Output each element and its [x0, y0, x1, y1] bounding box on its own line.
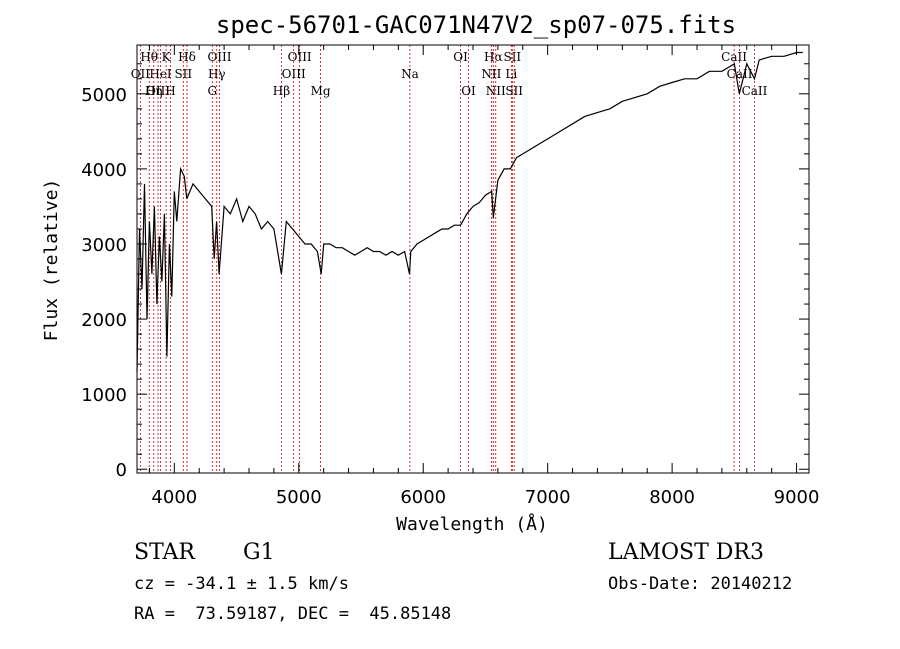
- chart-title: spec-56701-GAC071N47V2_sp07-075.fits: [216, 11, 736, 39]
- x-tick-label-3: 7000: [525, 487, 571, 508]
- x-tick-label-0: 4000: [151, 487, 197, 508]
- line-marker-label-5: Hη: [145, 84, 163, 98]
- line-marker-label-27: CaII: [742, 84, 768, 98]
- x-tick-label-1: 5000: [276, 487, 322, 508]
- y-tick-label-1: 1000: [81, 385, 127, 406]
- spectrum-series: [136, 51, 803, 372]
- line-marker-label-7: SII: [174, 67, 192, 81]
- line-marker-label-24: SII: [505, 84, 523, 98]
- line-marker-label-15: Mg: [311, 84, 331, 98]
- y-tick-label-3: 3000: [81, 235, 127, 256]
- line-marker-label-17: OI: [453, 50, 468, 64]
- spectral-line-markers: Hθ OII OIII HeI K Hη H SII Hδ OIII Hγ G Hβ OIII OIII Mg…: [131, 45, 768, 473]
- line-marker-label-9: OIII: [207, 50, 231, 64]
- line-marker-label-3: HeI: [149, 67, 172, 81]
- line-marker-label-4: K: [162, 50, 172, 64]
- survey-name: LAMOST DR3: [608, 540, 764, 565]
- x-tick-label-2: 6000: [400, 487, 446, 508]
- plot-frame: [136, 44, 810, 474]
- x-axis-label: Wavelength (Å): [396, 513, 548, 535]
- line-marker-label-18: OI: [461, 84, 476, 98]
- line-marker-label-22: SII: [503, 50, 521, 64]
- line-marker-label-6: H: [165, 84, 175, 98]
- line-marker-label-21: NII: [486, 84, 506, 98]
- line-marker-label-13: OIII: [288, 50, 312, 64]
- object-subclass: G1: [243, 540, 275, 565]
- line-marker-label-1: OII: [131, 67, 151, 81]
- object-type: STAR: [134, 540, 195, 565]
- y-tick-label-0: 0: [116, 460, 127, 481]
- redshift-readout: cz = -34.1 ± 1.5 km/s: [134, 574, 349, 594]
- line-marker-label-20: NII: [481, 67, 501, 81]
- line-marker-label-10: Hγ: [208, 67, 226, 81]
- y-tick-label-5: 5000: [81, 85, 127, 106]
- line-marker-label-12: Hβ: [273, 84, 290, 98]
- y-axis: 0 1000 2000 3000 4000 5000: [81, 63, 809, 481]
- line-marker-label-19: Hα: [484, 50, 503, 64]
- x-axis: 4000 5000 6000 7000 8000 9000: [148, 45, 820, 508]
- line-marker-label-0: Hθ: [140, 50, 158, 64]
- line-marker-label-16: Na: [401, 67, 419, 81]
- series-line-0: [136, 51, 803, 372]
- y-tick-label-4: 4000: [81, 160, 127, 181]
- observation-date: Obs-Date: 20140212: [608, 574, 793, 594]
- y-axis-label: Flux (relative): [41, 179, 62, 342]
- x-tick-label-5: 9000: [774, 487, 820, 508]
- y-tick-label-2: 2000: [81, 310, 127, 331]
- line-marker-label-23: Li: [505, 67, 517, 81]
- coordinates-readout: RA = 73.59187, DEC = 45.85148: [134, 604, 452, 624]
- line-marker-label-11: G: [207, 84, 217, 98]
- line-marker-label-25: CaII: [721, 50, 747, 64]
- line-marker-label-14: OIII: [282, 67, 306, 81]
- x-tick-label-4: 8000: [649, 487, 695, 508]
- line-marker-label-8: Hδ: [178, 50, 196, 64]
- line-marker-label-2: OIII: [146, 84, 170, 98]
- line-marker-label-26: CaII: [727, 67, 753, 81]
